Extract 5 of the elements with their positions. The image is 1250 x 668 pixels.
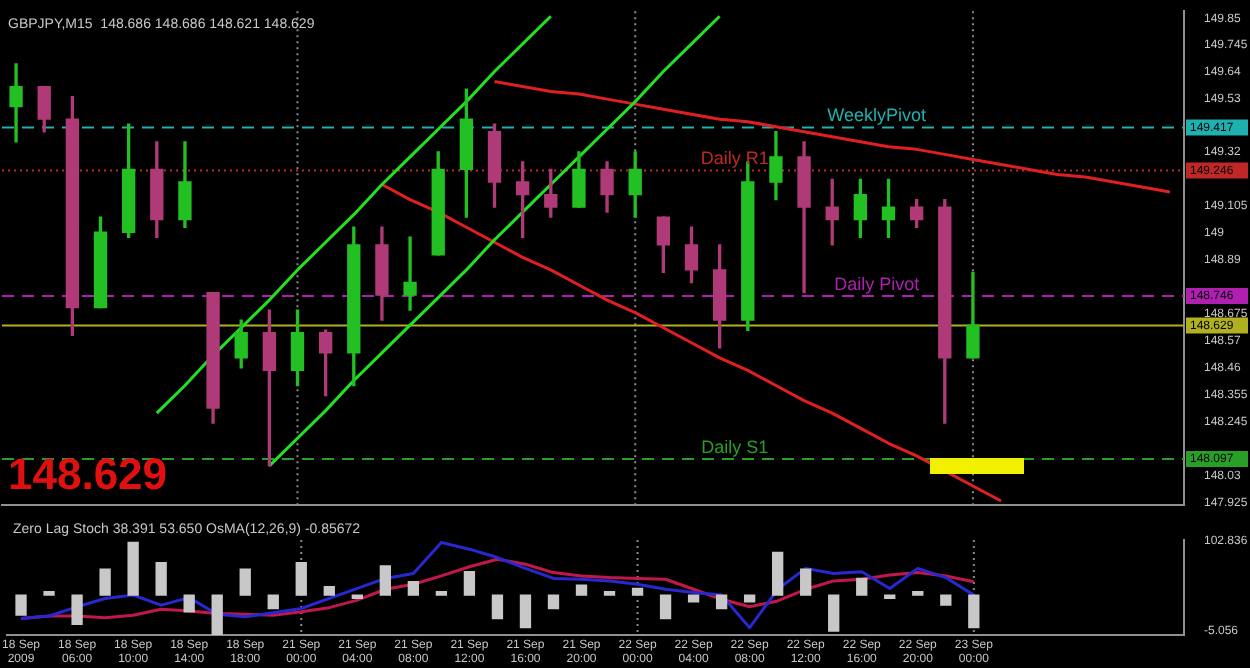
annotation: 148.629 (8, 448, 168, 499)
ref-line-label: Daily S1 (701, 437, 769, 458)
ref-line-label: WeeklyPivot (827, 105, 928, 126)
ref-line-label: Daily R1 (700, 148, 769, 169)
ref-line-label: Daily Pivot (834, 274, 921, 295)
